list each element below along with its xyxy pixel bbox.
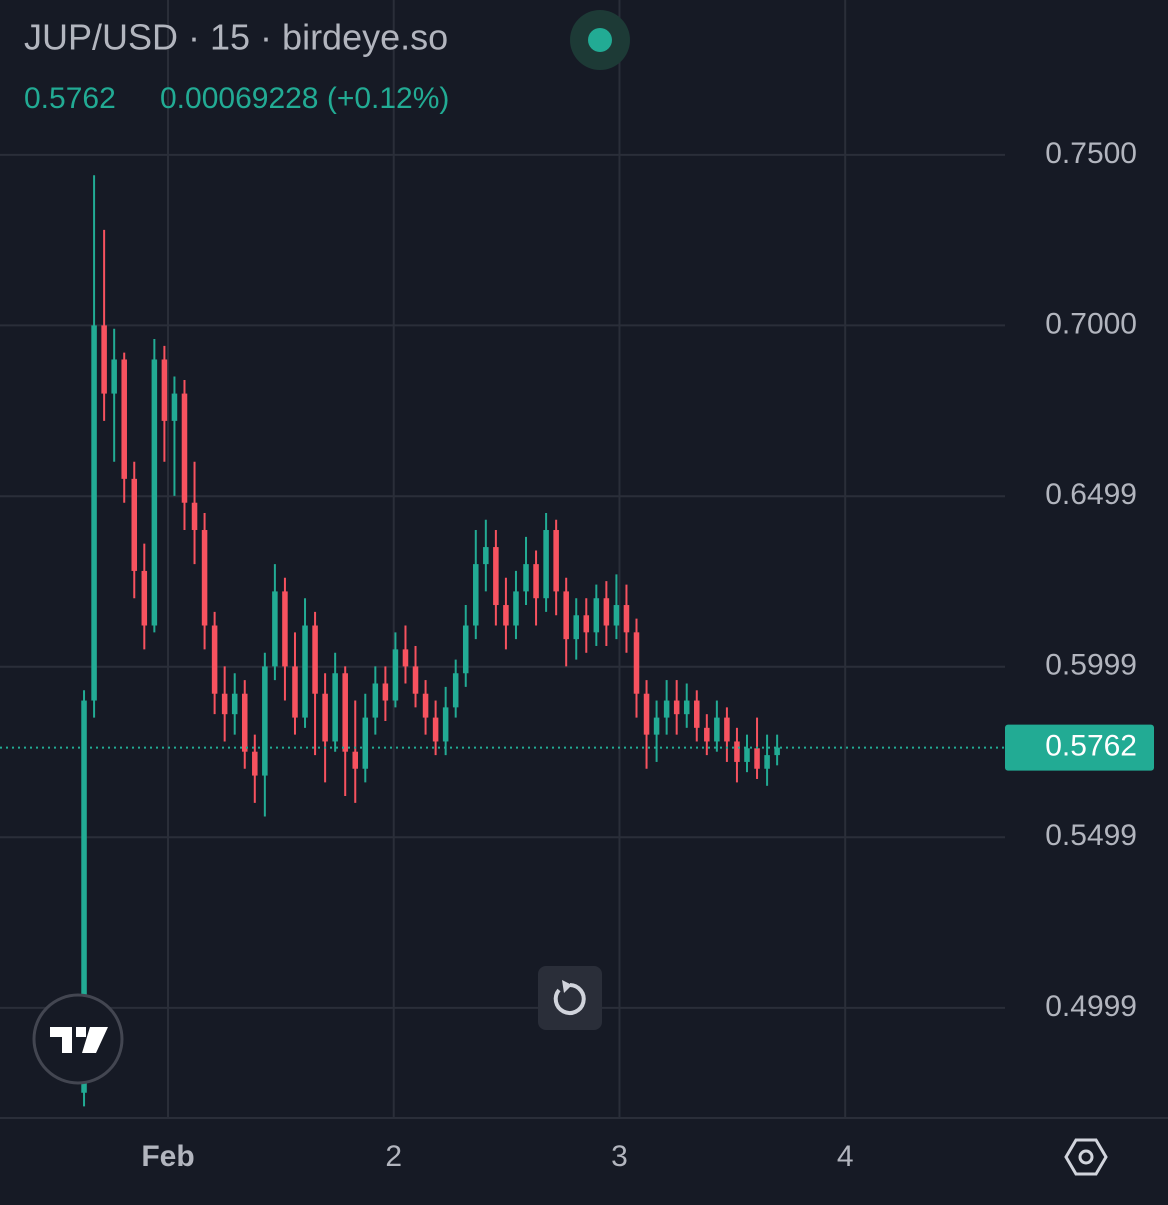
candle-body [111, 359, 117, 394]
last-price-badge [1005, 724, 1154, 771]
candle-body [252, 751, 258, 776]
tradingview-logo [32, 993, 124, 1085]
candle-body [151, 359, 158, 626]
candle-body [493, 547, 499, 606]
candle-body [744, 748, 750, 762]
candle-body [633, 632, 640, 694]
reset-button[interactable] [538, 966, 602, 1030]
candle-body [231, 693, 238, 715]
candle-body [121, 359, 127, 479]
candle-body [623, 605, 630, 633]
y-tick-label: 0.5999 [1045, 649, 1137, 682]
candle-body [513, 591, 519, 626]
live-indicator [588, 28, 612, 52]
candle-body [683, 700, 690, 715]
candle-body [442, 707, 449, 742]
candle-body [131, 478, 138, 571]
candle-body [503, 605, 509, 626]
candle-body [161, 359, 168, 421]
candle-body [141, 570, 148, 626]
x-tick-label: 2 [385, 1140, 402, 1173]
candle-body [292, 666, 298, 718]
candle-body [694, 700, 700, 728]
candle-body [573, 615, 579, 640]
last-price-label: 0.5762 [1045, 730, 1137, 763]
candle-body [171, 393, 178, 421]
grid [0, 0, 1005, 1118]
candle-body [382, 683, 389, 701]
candle-body [663, 700, 670, 718]
candle-body [462, 625, 469, 674]
candle-body [543, 530, 549, 599]
candle-body [452, 673, 459, 708]
candle-body [603, 598, 610, 626]
candle-body [81, 700, 87, 1093]
header-price: 0.5762 [24, 82, 116, 115]
candle-body [241, 693, 248, 752]
candle-body [262, 666, 268, 776]
y-tick-label: 0.4999 [1045, 990, 1137, 1023]
candle-body [593, 598, 600, 633]
candle-body [272, 591, 278, 667]
candle-body [211, 625, 218, 694]
candle-body [392, 649, 399, 701]
candle-body [673, 700, 680, 715]
candle-body [181, 393, 188, 503]
candle-body [653, 717, 660, 735]
candle-body [764, 755, 770, 769]
candle-body [352, 751, 359, 769]
candle-body [342, 673, 348, 752]
y-tick-label: 0.6499 [1045, 478, 1137, 511]
header-change: 0.00069228 (+0.12%) [160, 82, 449, 115]
y-tick-label: 0.7500 [1045, 137, 1137, 170]
candle-body [553, 530, 559, 592]
candle-body [201, 530, 208, 626]
candle-body [754, 748, 760, 769]
candle-body [643, 693, 650, 735]
settings-button[interactable] [1064, 1138, 1108, 1176]
candle-body [473, 564, 479, 626]
candle-body [322, 693, 328, 742]
candle-body [583, 615, 590, 633]
candle-body [402, 649, 409, 667]
y-tick-label: 0.5499 [1045, 819, 1137, 852]
x-tick-label: Feb [141, 1140, 194, 1173]
candle-body [774, 747, 780, 756]
x-tick-label: 4 [837, 1140, 854, 1173]
candle-body [563, 591, 569, 640]
candle-body [101, 325, 107, 394]
candle-body [714, 717, 720, 742]
candle-body [362, 717, 369, 769]
candle-body [422, 693, 429, 718]
chart-title: JUP/USD · 15 · birdeye.so [24, 17, 448, 58]
candle-body [704, 727, 710, 742]
candle-body [91, 325, 97, 701]
candle-body [724, 717, 730, 742]
candle-body [372, 683, 379, 718]
candle-body [523, 564, 529, 592]
candle-body [432, 717, 439, 742]
candle-body [312, 625, 318, 694]
candle-body [191, 502, 198, 531]
candle-body [282, 591, 288, 667]
y-tick-label: 0.7000 [1045, 307, 1137, 340]
candle-body [412, 666, 419, 694]
candle-body [332, 673, 338, 742]
candle-body [613, 605, 620, 626]
candle-body [483, 547, 489, 565]
x-tick-label: 3 [611, 1140, 628, 1173]
candle-body [533, 564, 539, 599]
candle-body [734, 741, 740, 762]
candle-body [221, 693, 228, 715]
candle-body [302, 625, 308, 718]
